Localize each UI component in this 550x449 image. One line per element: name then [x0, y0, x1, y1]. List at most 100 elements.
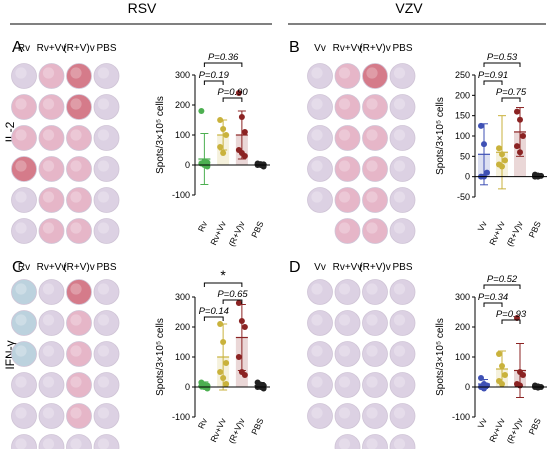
- well-grid: Rv Rv+Vv(R+V)v PBS: [11, 43, 120, 244]
- well-highlight: [97, 129, 110, 141]
- well-highlight: [311, 283, 323, 295]
- group-title-rsv: RSV: [128, 0, 157, 16]
- well-highlight: [97, 98, 110, 110]
- well-highlight: [42, 314, 55, 326]
- x-tick-label: Rv: [196, 219, 210, 233]
- significance-bracket: [501, 319, 521, 324]
- elispot-well: [66, 125, 92, 151]
- y-tick-label: 0: [465, 172, 470, 182]
- x-tick-label: Vv: [476, 219, 490, 233]
- well-highlight: [70, 314, 82, 326]
- elispot-well: [334, 310, 361, 336]
- significance-bracket: [501, 97, 521, 102]
- well-highlight: [393, 314, 406, 326]
- y-tick-label: 200: [455, 90, 470, 100]
- group-title-vzv: VZV: [395, 0, 423, 16]
- x-tick-label: PBS: [527, 416, 543, 436]
- data-point: [535, 384, 541, 391]
- data-point: [520, 372, 526, 378]
- data-point: [517, 116, 523, 123]
- well-highlight: [366, 376, 378, 388]
- well-highlight: [366, 314, 378, 326]
- well-highlight: [366, 129, 378, 141]
- y-tick-label: 300: [175, 70, 190, 80]
- well-highlight: [70, 129, 82, 141]
- well-highlight: [311, 376, 323, 388]
- x-tick-label: (R+V)v: [504, 219, 525, 248]
- elispot-well: [38, 434, 65, 449]
- elispot-well: [362, 63, 388, 89]
- well-highlight: [338, 129, 351, 141]
- significance-label: P=0.14: [199, 306, 229, 317]
- well-highlight: [366, 67, 378, 79]
- well-highlight: [15, 283, 27, 295]
- well-highlight: [97, 376, 110, 388]
- x-tick-label: Vv: [476, 416, 490, 430]
- elispot-well: [11, 279, 37, 305]
- y-tick-label: -100: [172, 412, 190, 422]
- elispot-well: [389, 403, 416, 429]
- well-column-label: PBS: [96, 262, 116, 273]
- elispot-well: [389, 279, 416, 305]
- well-highlight: [366, 160, 378, 172]
- well-highlight: [311, 191, 323, 203]
- well-highlight: [70, 222, 82, 234]
- elispot-well: [307, 187, 333, 213]
- elispot-well: [334, 187, 361, 213]
- well-highlight: [15, 407, 27, 419]
- data-point: [478, 122, 484, 129]
- elispot-well: [389, 187, 416, 213]
- data-point: [514, 108, 520, 115]
- elispot-well: [38, 63, 65, 89]
- elispot-well: [307, 372, 333, 398]
- well-highlight: [42, 191, 55, 203]
- well-highlight: [393, 129, 406, 141]
- y-tick-label: 300: [455, 292, 470, 302]
- well-highlight: [15, 191, 27, 203]
- y-axis-label: Spots/3×10⁵ cells: [435, 97, 446, 175]
- well-highlight: [338, 376, 351, 388]
- data-point: [502, 157, 508, 164]
- elispot-well: [334, 218, 361, 244]
- well-highlight: [70, 376, 82, 388]
- well-column-label: Rv+Vv: [37, 43, 67, 54]
- well-highlight: [311, 407, 323, 419]
- y-axis-label: Spots/3×10⁵ cells: [435, 318, 446, 396]
- data-point: [517, 149, 523, 156]
- elispot-well: [93, 310, 120, 336]
- elispot-well: [307, 94, 333, 120]
- data-point: [481, 141, 487, 148]
- well-highlight: [15, 67, 27, 79]
- well-highlight: [70, 345, 82, 357]
- elispot-well: [93, 187, 120, 213]
- plot-area: -100 0 100 200 300 Spots/3×10⁵ cells Rv Rv+Vv(R…: [155, 267, 270, 445]
- well-highlight: [97, 283, 110, 295]
- elispot-well: [11, 218, 37, 244]
- panel-c: CRv Rv+Vv(R+V)v PBS-1000100200300Spots/3×1…: [11, 259, 270, 449]
- well-column-label: PBS: [392, 262, 412, 273]
- elispot-well: [334, 372, 361, 398]
- well-highlight: [97, 67, 110, 79]
- elispot-well: [362, 187, 388, 213]
- x-tick-label: PBS: [249, 219, 265, 239]
- well-column-label: (R+V)v: [359, 262, 390, 273]
- elispot-well: [389, 94, 416, 120]
- well-highlight: [42, 407, 55, 419]
- elispot-well: [66, 434, 92, 449]
- well-highlight: [338, 98, 351, 110]
- data-point: [238, 114, 245, 120]
- elispot-well: [66, 310, 92, 336]
- well-highlight: [366, 191, 378, 203]
- y-tick-label: 150: [455, 111, 470, 121]
- well-highlight: [97, 407, 110, 419]
- data-point: [223, 381, 230, 387]
- data-point: [499, 363, 505, 369]
- significance-bracket: [222, 97, 243, 102]
- elispot-well: [93, 341, 120, 367]
- well-column-label: (R+V)v: [359, 43, 390, 54]
- well-highlight: [338, 160, 351, 172]
- x-tick-label: PBS: [527, 219, 543, 239]
- elispot-well: [38, 94, 65, 120]
- data-point: [217, 321, 224, 327]
- y-tick-label: -50: [457, 192, 470, 202]
